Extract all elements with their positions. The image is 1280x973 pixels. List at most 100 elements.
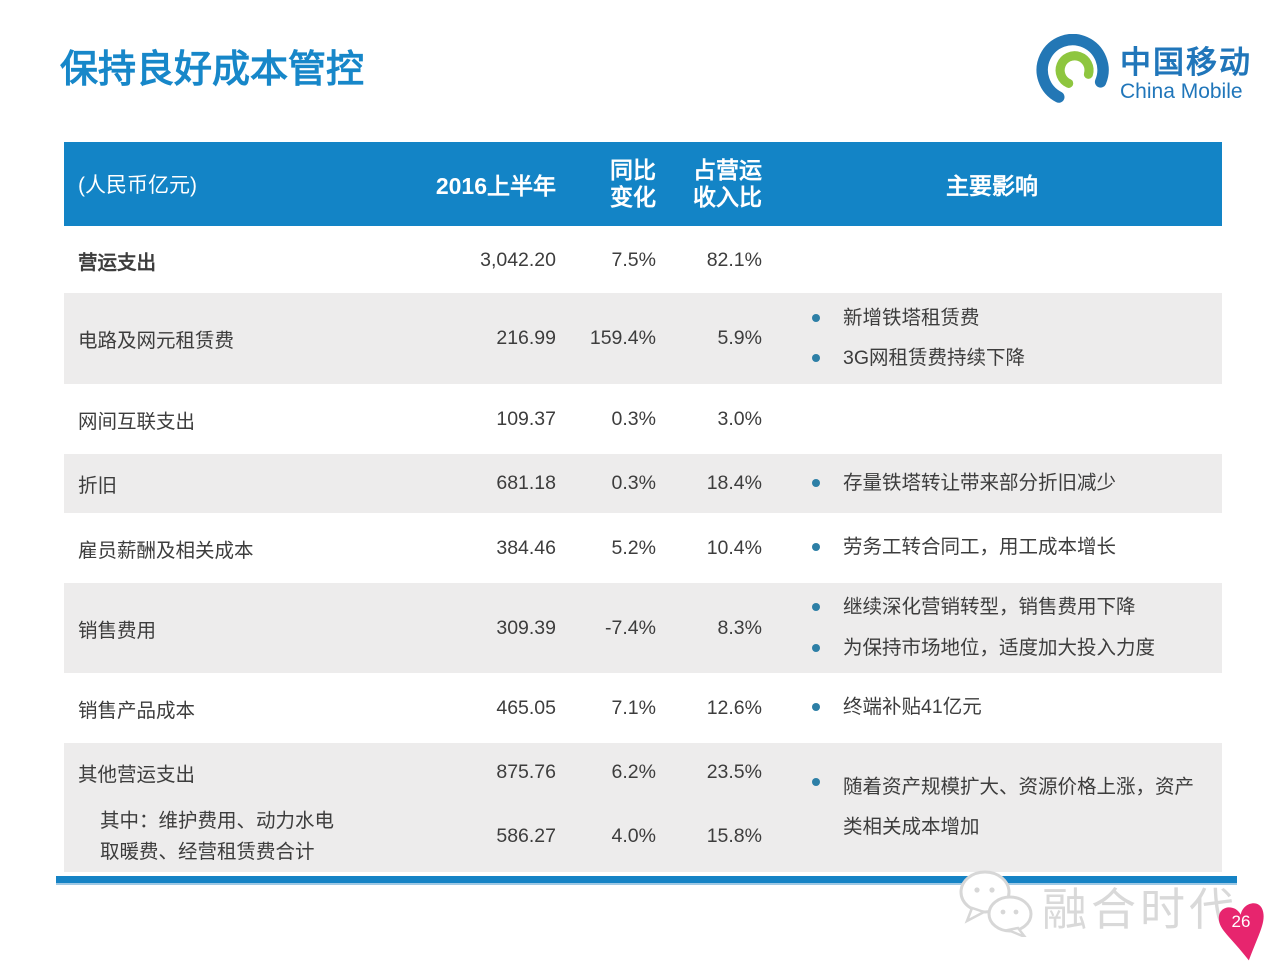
logo-en-label: China Mobile — [1120, 80, 1243, 103]
impact-cell: 存量铁塔转让带来部分折旧减少 — [762, 454, 1222, 513]
table-row: 折旧 681.18 0.3% 18.4% 存量铁塔转让带来部分折旧减少 — [64, 454, 1222, 513]
row-label: 销售产品成本 — [78, 699, 196, 722]
table-row: 营运支出 3,042.20 7.5% 82.1% — [64, 231, 1222, 289]
impact-cell: 终端补贴41亿元 — [762, 677, 1222, 739]
cell-yoy: 7.1% — [611, 696, 656, 719]
page-number: 26 — [1231, 912, 1251, 931]
cell-yoy: 5.2% — [611, 536, 656, 559]
impact-cell — [762, 231, 1222, 289]
impact-cell: 劳务工转合同工，用工成本增长 — [762, 517, 1222, 579]
cell-yoy: 7.5% — [611, 248, 656, 271]
header-yoy-line1: 同比 — [610, 156, 656, 183]
page-number-badge: 26 — [1218, 898, 1274, 972]
cell-value: 216.99 — [496, 327, 556, 349]
bullet-item: 新增铁塔租赁费 — [762, 304, 1222, 333]
header-impact: 主要影响 — [946, 173, 1038, 199]
bullet-text: 3G网租赁费持续下降 — [843, 347, 1026, 369]
cell-share: 8.3% — [717, 616, 762, 639]
watermark: 融合时代 — [958, 869, 1238, 942]
bullet-dot-icon — [812, 478, 820, 487]
cell-share: 10.4% — [706, 536, 762, 559]
bullet-item: 3G网租赁费持续下降 — [762, 344, 1222, 373]
table-row: 网间互联支出 109.37 0.3% 3.0% — [64, 388, 1222, 450]
row-sublabel: 其中：维护费用、动力水电取暖费、经营租赁费合计 — [64, 806, 384, 868]
table-row: 其他营运支出 875.76 6.2% 23.5% — [64, 743, 1222, 801]
china-mobile-logo: 中国移动 China Mobile — [1036, 33, 1252, 115]
table-row: 雇员薪酬及相关成本 384.46 5.2% 10.4% 劳务工转合同工，用工成本增长 — [64, 517, 1222, 579]
table-bottom-bar — [56, 876, 1237, 885]
row-label: 雇员薪酬及相关成本 — [78, 539, 254, 562]
bullet-text: 劳务工转合同工，用工成本增长 — [843, 536, 1117, 559]
cell-yoy: 0.3% — [611, 407, 656, 430]
watermark-text: 融合时代 — [1041, 884, 1238, 935]
chat-bubbles-icon — [958, 869, 1036, 942]
cell-yoy: 0.3% — [611, 472, 656, 494]
cell-share: 3.0% — [717, 407, 762, 430]
header-share-line1: 占营运 — [693, 156, 762, 183]
row-label: 网间互联支出 — [78, 410, 196, 433]
bullet-dot-icon — [812, 354, 820, 362]
cell-value: 309.39 — [496, 616, 556, 639]
cell-value: 586.27 — [496, 825, 556, 847]
impact-cell: 随着资产规模扩大、资源价格上涨，资产类相关成本增加 — [762, 743, 1222, 872]
table-body: 营运支出 3,042.20 7.5% 82.1% 电路及网元租赁费 216.99 159.4… — [64, 231, 1222, 872]
cell-value: 681.18 — [496, 472, 556, 494]
header-period: 2016上半年 — [435, 173, 556, 199]
bullet-dot-icon — [812, 543, 820, 552]
bullet-text: 随着资产规模扩大、资源价格上涨，资产类相关成本增加 — [843, 775, 1195, 838]
bullet-dot-icon — [812, 603, 820, 612]
bullet-item: 劳务工转合同工，用工成本增长 — [762, 533, 1222, 562]
china-mobile-swirl-icon — [1036, 33, 1112, 115]
impact-cell: 新增铁塔租赁费 3G网租赁费持续下降 — [762, 293, 1222, 384]
row-label: 营运支出 — [78, 251, 157, 274]
bullet-dot-icon — [812, 777, 820, 786]
bullet-item: 随着资产规模扩大、资源价格上涨，资产类相关成本增加 — [762, 768, 1222, 848]
cell-share: 5.9% — [717, 327, 762, 349]
cell-value: 109.37 — [496, 407, 556, 430]
bullet-item: 终端补贴41亿元 — [762, 693, 1222, 722]
cell-value: 3,042.20 — [480, 248, 556, 271]
cell-share: 82.1% — [706, 248, 762, 271]
row-label: 电路及网元租赁费 — [78, 330, 235, 352]
page-title: 保持良好成本管控 — [60, 49, 365, 91]
table-row-group: 其他营运支出 875.76 6.2% 23.5% 其中：维护费用、动力水电取暖费、经营租… — [64, 743, 1222, 872]
bullet-text: 为保持市场地位，适度加大投入力度 — [843, 636, 1156, 659]
cell-share: 15.8% — [706, 825, 762, 847]
cost-table: (人民币亿元) 2016上半年 同比 变化 占营运 收入比 主要影响 营运支出 3… — [56, 142, 1237, 885]
cell-share: 12.6% — [706, 696, 762, 719]
cell-value: 465.05 — [496, 696, 556, 719]
logo-text: 中国移动 China Mobile — [1120, 44, 1252, 103]
heart-pin-icon — [1218, 903, 1270, 972]
cell-yoy: 6.2% — [611, 760, 656, 783]
bullet-text: 继续深化营销转型，销售费用下降 — [843, 596, 1136, 619]
row-sublabel-text: 其中：维护费用、动力水电取暖费、经营租赁费合计 — [100, 809, 335, 863]
header-yoy-line2: 变化 — [610, 184, 656, 210]
logo-cn-label: 中国移动 — [1120, 44, 1252, 80]
table-row: 销售产品成本 465.05 7.1% 12.6% 终端补贴41亿元 — [64, 677, 1222, 739]
impact-cell — [762, 388, 1222, 450]
cell-value: 384.46 — [496, 536, 556, 559]
table-header: (人民币亿元) 2016上半年 同比 变化 占营运 收入比 主要影响 — [64, 142, 1222, 226]
header-share-line2: 收入比 — [693, 184, 762, 210]
bullet-dot-icon — [812, 313, 820, 322]
cell-yoy: -7.4% — [605, 616, 656, 639]
bullet-item: 存量铁塔转让带来部分折旧减少 — [762, 469, 1222, 498]
row-label: 其他营运支出 — [78, 763, 196, 786]
cell-share: 23.5% — [706, 760, 762, 783]
bullet-dot-icon — [812, 703, 820, 712]
table-subrow: 其中：维护费用、动力水电取暖费、经营租赁费合计 586.27 4.0% 15.8% — [64, 801, 1222, 872]
table-row: 销售费用 309.39 -7.4% 8.3% 继续深化营销转型，销售费用下降 为保持市场地… — [64, 583, 1222, 673]
bullet-item: 继续深化营销转型，销售费用下降 — [762, 593, 1222, 622]
impact-cell: 继续深化营销转型，销售费用下降 为保持市场地位，适度加大投入力度 — [762, 583, 1222, 673]
row-label: 折旧 — [78, 475, 118, 497]
bullet-text: 存量铁塔转让带来部分折旧减少 — [843, 471, 1117, 494]
cell-value: 875.76 — [496, 760, 556, 783]
header-yoy: 同比 变化 — [556, 157, 656, 211]
bullet-text: 终端补贴41亿元 — [843, 696, 982, 719]
row-label: 销售费用 — [78, 619, 157, 642]
bullet-dot-icon — [812, 643, 820, 652]
bullet-text: 新增铁塔租赁费 — [843, 306, 980, 329]
cell-yoy: 159.4% — [589, 327, 656, 349]
header-share: 占营运 收入比 — [656, 157, 762, 211]
bullet-item: 为保持市场地位，适度加大投入力度 — [762, 634, 1222, 663]
